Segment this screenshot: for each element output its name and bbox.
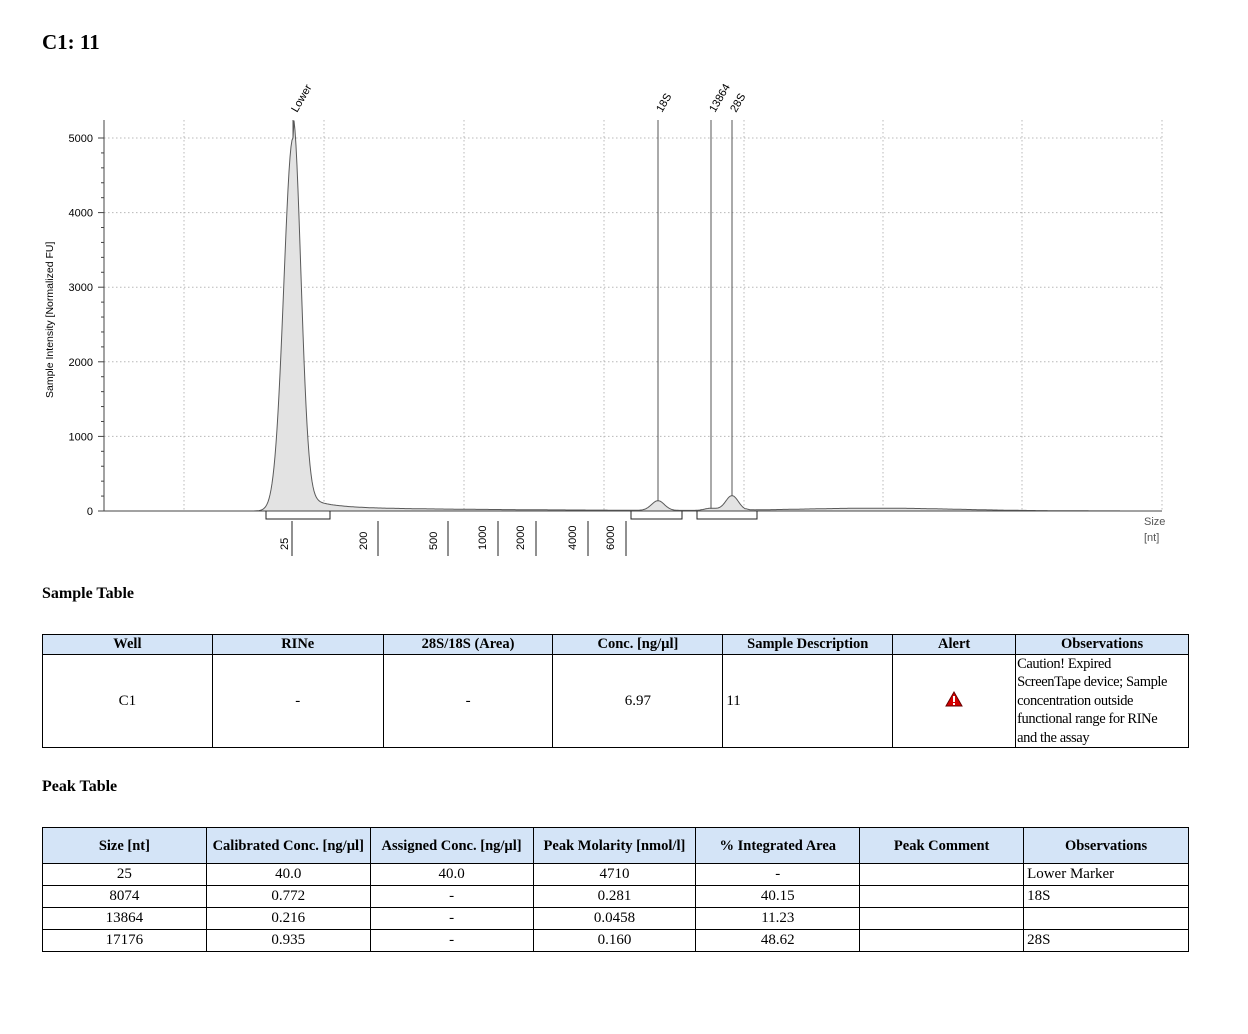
trace-line bbox=[104, 120, 1120, 512]
y-tick-label: 2000 bbox=[69, 357, 93, 369]
peak-region-bracket bbox=[696, 511, 758, 520]
area-cell: 40.15 bbox=[695, 885, 861, 908]
observation-cell: 18S bbox=[1023, 885, 1189, 908]
column-header-calibrated-conc: Calibrated Conc. [ng/µl] bbox=[205, 827, 371, 864]
sample-table-header: Well RINe 28S/18S (Area) Conc. [ng/µl] S… bbox=[42, 634, 1189, 655]
well-cell: C1 bbox=[42, 653, 213, 749]
size-cell: 25 bbox=[42, 863, 207, 886]
tick-labels: 0 1000 2000 3000 4000 5000 25 200 500 1000 2000 400… bbox=[69, 133, 617, 550]
y-tick-label: 5000 bbox=[69, 133, 93, 145]
page-title: C1: 11 bbox=[42, 30, 100, 54]
size-cell: 8074 bbox=[42, 885, 207, 908]
table-row: 8074 0.772 - 0.281 40.15 18S bbox=[42, 885, 1189, 908]
conc-cell: 6.97 bbox=[552, 653, 724, 749]
column-header-observations: Observations bbox=[1015, 634, 1189, 655]
description-cell: 11 bbox=[722, 653, 894, 749]
area-cell: 48.62 bbox=[695, 929, 861, 952]
y-tick-label: 3000 bbox=[69, 282, 93, 294]
x-tick-label: 1000 bbox=[477, 526, 489, 550]
chart-axes bbox=[98, 120, 1162, 556]
comment-cell bbox=[859, 907, 1025, 930]
table-row: 13864 0.216 - 0.0458 11.23 bbox=[42, 907, 1189, 930]
area-cell: 11.23 bbox=[695, 907, 861, 930]
assigned-conc-cell: - bbox=[369, 907, 534, 930]
column-header-peak-molarity: Peak Molarity [nmol/l] bbox=[532, 827, 697, 864]
table-row: 17176 0.935 - 0.160 48.62 28S bbox=[42, 929, 1189, 952]
column-header-peak-comment: Peak Comment bbox=[859, 827, 1025, 864]
x-tick-label: 500 bbox=[428, 532, 440, 550]
size-cell: 13864 bbox=[42, 907, 207, 930]
peak-table-header: Size [nt] Calibrated Conc. [ng/µl] Assig… bbox=[42, 827, 1189, 864]
column-header-rine: RINe bbox=[211, 634, 384, 655]
trace-fill bbox=[104, 120, 1120, 511]
peak-table: Size [nt] Calibrated Conc. [ng/µl] Assig… bbox=[42, 827, 1189, 952]
x-tick-label: 200 bbox=[358, 532, 370, 550]
sample-table-heading: Sample Table bbox=[42, 585, 135, 602]
alert-cell bbox=[892, 653, 1017, 749]
observation-line: concentration outside bbox=[1017, 692, 1134, 709]
peak-label: Lower bbox=[289, 82, 315, 114]
sample-table: Well RINe 28S/18S (Area) Conc. [ng/µl] S… bbox=[42, 634, 1189, 749]
x-axis-label: Size bbox=[1144, 516, 1165, 528]
y-tick-label: 4000 bbox=[69, 208, 93, 220]
molarity-cell: 0.160 bbox=[532, 929, 697, 952]
observation-cell: Lower Marker bbox=[1023, 863, 1189, 886]
x-axis-label-unit: [nt] bbox=[1144, 532, 1159, 544]
comment-cell bbox=[859, 863, 1025, 886]
assigned-conc-cell: - bbox=[369, 929, 534, 952]
peak-region-bracket bbox=[630, 511, 683, 520]
observation-line: Caution! Expired bbox=[1017, 656, 1111, 672]
chart-grid bbox=[104, 120, 1163, 511]
column-header-observations: Observations bbox=[1023, 827, 1189, 864]
observation-line: ScreenTape device; Sample bbox=[1017, 674, 1168, 691]
peak-label: 18S bbox=[654, 92, 674, 115]
column-header-alert: Alert bbox=[892, 634, 1017, 655]
observations-cell: Caution! Expired ScreenTape device; Samp… bbox=[1015, 653, 1189, 749]
molarity-cell: 0.281 bbox=[532, 885, 697, 908]
calibrated-conc-cell: 0.216 bbox=[205, 907, 371, 930]
column-header-description: Sample Description bbox=[722, 634, 894, 655]
ratio-cell: - bbox=[382, 653, 554, 749]
warning-triangle-icon bbox=[945, 690, 963, 707]
peak-label: 28S bbox=[728, 92, 748, 115]
y-tick-label: 0 bbox=[87, 506, 93, 518]
x-tick-label: 25 bbox=[279, 538, 291, 550]
area-cell: - bbox=[695, 863, 861, 886]
column-header-size: Size [nt] bbox=[42, 827, 207, 864]
x-tick-label: 6000 bbox=[605, 526, 617, 550]
observation-cell bbox=[1023, 907, 1189, 930]
observation-cell: 28S bbox=[1023, 929, 1189, 952]
column-header-assigned-conc: Assigned Conc. [ng/µl] bbox=[369, 827, 534, 864]
table-row: 25 40.0 40.0 4710 - Lower Marker bbox=[42, 863, 1189, 886]
size-cell: 17176 bbox=[42, 929, 207, 952]
peak-table-heading: Peak Table bbox=[42, 778, 118, 795]
y-tick-label: 1000 bbox=[69, 431, 93, 443]
calibrated-conc-cell: 0.772 bbox=[205, 885, 371, 908]
comment-cell bbox=[859, 929, 1025, 952]
observation-line: and the assay bbox=[1017, 729, 1090, 746]
calibrated-conc-cell: 0.935 bbox=[205, 929, 371, 952]
x-tick-label: 4000 bbox=[567, 526, 579, 550]
assigned-conc-cell: 40.0 bbox=[369, 863, 534, 886]
comment-cell bbox=[859, 885, 1025, 908]
molarity-cell: 0.0458 bbox=[532, 907, 697, 930]
column-header-well: Well bbox=[42, 634, 213, 655]
y-axis-label: Sample Intensity [Normalized FU] bbox=[44, 242, 56, 398]
column-header-conc: Conc. [ng/µl] bbox=[552, 634, 724, 655]
molarity-cell: 4710 bbox=[532, 863, 697, 886]
column-header-integrated-area: % Integrated Area bbox=[695, 827, 861, 864]
table-row: C1 - - 6.97 11 Caution! Expired ScreenTa… bbox=[42, 653, 1189, 749]
x-tick-label: 2000 bbox=[515, 526, 527, 550]
observation-line: functional range for RINe bbox=[1017, 711, 1158, 728]
assigned-conc-cell: - bbox=[369, 885, 534, 908]
calibrated-conc-cell: 40.0 bbox=[205, 863, 371, 886]
peak-region-bracket bbox=[265, 511, 331, 520]
rine-cell: - bbox=[211, 653, 384, 749]
column-header-ratio: 28S/18S (Area) bbox=[382, 634, 554, 655]
